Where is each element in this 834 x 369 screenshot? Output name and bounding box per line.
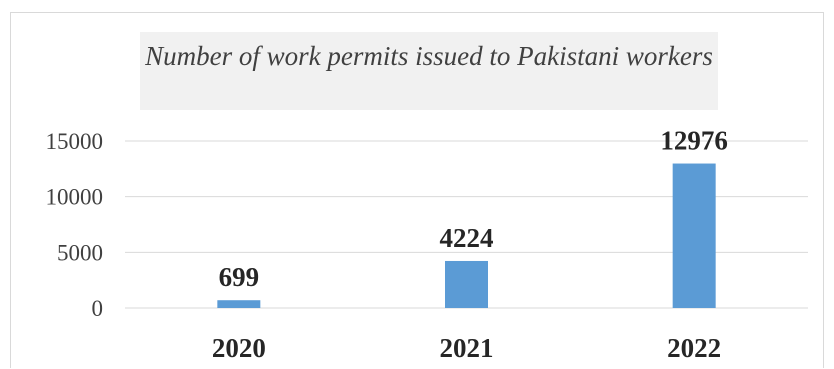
y-tick-label: 10000: [46, 185, 104, 210]
y-tick-label: 5000: [57, 240, 103, 265]
bars: [217, 163, 716, 308]
bar-2020: [217, 300, 261, 308]
chart-title-box: Number of work permits issued to Pakista…: [140, 32, 718, 110]
bar-2021: [445, 260, 488, 308]
y-axis-ticks: 0 5000 10000 15000: [46, 129, 104, 321]
data-label-2020: 699: [219, 262, 260, 292]
data-label-2022: 12976: [660, 126, 728, 156]
x-axis-categories: 2020 2021 2022: [212, 333, 721, 363]
data-label-2021: 4224: [440, 223, 494, 253]
bar-2022: [672, 163, 716, 308]
x-category-label: 2022: [667, 333, 721, 363]
data-labels: 699 4224 12976: [219, 126, 728, 293]
y-tick-label: 0: [92, 296, 104, 321]
chart-title: Number of work permits issued to Pakista…: [145, 41, 713, 71]
y-tick-label: 15000: [46, 129, 104, 154]
x-category-label: 2021: [440, 333, 494, 363]
x-category-label: 2020: [212, 333, 266, 363]
